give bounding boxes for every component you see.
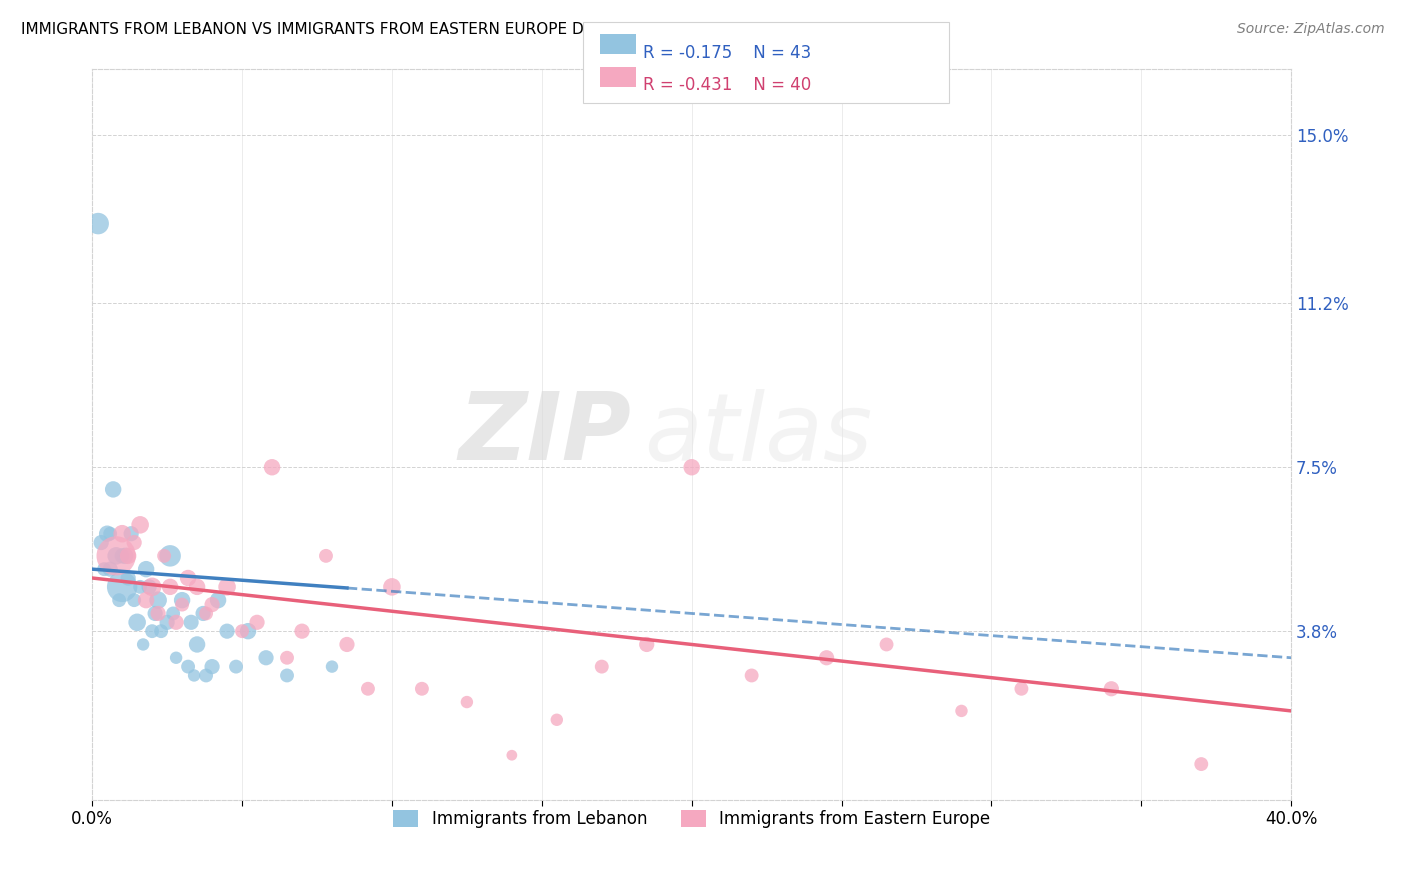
- Point: [591, 659, 613, 673]
- Point: [162, 607, 184, 621]
- Point: [165, 650, 187, 665]
- Point: [172, 598, 194, 612]
- Point: [876, 637, 898, 651]
- Point: [276, 650, 298, 665]
- Point: [1099, 681, 1122, 696]
- Point: [180, 615, 202, 630]
- Point: [681, 460, 703, 475]
- Point: [336, 637, 359, 651]
- Point: [950, 704, 973, 718]
- Point: [236, 624, 259, 639]
- Point: [195, 668, 218, 682]
- Point: [129, 517, 152, 532]
- Point: [111, 580, 134, 594]
- Point: [159, 580, 181, 594]
- Point: [105, 549, 128, 563]
- Point: [127, 615, 149, 630]
- Point: [381, 580, 404, 594]
- Point: [101, 483, 124, 497]
- Point: [138, 580, 160, 594]
- Point: [501, 748, 523, 763]
- Point: [207, 593, 229, 607]
- Point: [741, 668, 763, 682]
- Point: [129, 580, 152, 594]
- Text: ZIP: ZIP: [458, 388, 631, 480]
- Point: [260, 460, 283, 475]
- Text: R = -0.175    N = 43: R = -0.175 N = 43: [643, 44, 811, 62]
- Point: [111, 526, 134, 541]
- Point: [105, 549, 128, 563]
- Point: [153, 549, 176, 563]
- Point: [456, 695, 478, 709]
- Point: [146, 607, 169, 621]
- Point: [546, 713, 568, 727]
- Point: [291, 624, 314, 639]
- Point: [93, 562, 115, 576]
- Point: [141, 580, 163, 594]
- Text: IMMIGRANTS FROM LEBANON VS IMMIGRANTS FROM EASTERN EUROPE DISABILITY AGE 5 TO 17: IMMIGRANTS FROM LEBANON VS IMMIGRANTS FR…: [21, 22, 927, 37]
- Point: [1010, 681, 1032, 696]
- Point: [98, 562, 121, 576]
- Point: [191, 607, 214, 621]
- Point: [231, 624, 253, 639]
- Point: [132, 637, 155, 651]
- Point: [156, 615, 179, 630]
- Point: [122, 535, 145, 549]
- Point: [276, 668, 298, 682]
- Point: [111, 549, 134, 563]
- Legend: Immigrants from Lebanon, Immigrants from Eastern Europe: Immigrants from Lebanon, Immigrants from…: [387, 804, 997, 835]
- Point: [321, 659, 343, 673]
- Point: [135, 593, 157, 607]
- Point: [135, 562, 157, 576]
- Point: [120, 526, 142, 541]
- Point: [815, 650, 838, 665]
- Point: [172, 593, 194, 607]
- Point: [117, 549, 139, 563]
- Point: [411, 681, 433, 696]
- Point: [254, 650, 277, 665]
- Point: [1189, 757, 1212, 772]
- Point: [117, 571, 139, 585]
- Point: [159, 549, 181, 563]
- Point: [141, 624, 163, 639]
- Point: [636, 637, 658, 651]
- Point: [177, 571, 200, 585]
- Point: [201, 659, 224, 673]
- Point: [143, 607, 166, 621]
- Text: R = -0.431    N = 40: R = -0.431 N = 40: [643, 76, 811, 94]
- Point: [186, 637, 208, 651]
- Point: [201, 598, 224, 612]
- Point: [87, 217, 110, 231]
- Point: [90, 535, 112, 549]
- Point: [225, 659, 247, 673]
- Point: [195, 607, 218, 621]
- Point: [165, 615, 187, 630]
- Point: [177, 659, 200, 673]
- Point: [98, 526, 121, 541]
- Point: [146, 593, 169, 607]
- Point: [186, 580, 208, 594]
- Point: [96, 526, 118, 541]
- Point: [114, 549, 136, 563]
- Point: [150, 624, 173, 639]
- Point: [246, 615, 269, 630]
- Point: [315, 549, 337, 563]
- Point: [215, 624, 238, 639]
- Point: [183, 668, 205, 682]
- Point: [122, 593, 145, 607]
- Point: [108, 593, 131, 607]
- Point: [215, 580, 238, 594]
- Text: Source: ZipAtlas.com: Source: ZipAtlas.com: [1237, 22, 1385, 37]
- Point: [357, 681, 380, 696]
- Text: atlas: atlas: [644, 389, 872, 480]
